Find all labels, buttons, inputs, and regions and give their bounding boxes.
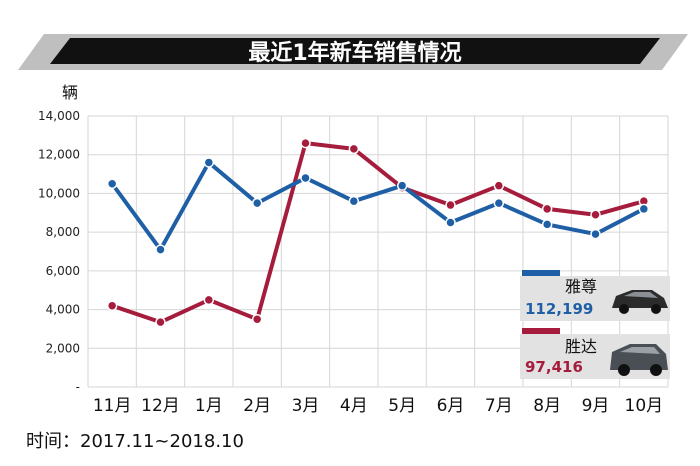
data-point bbox=[445, 199, 456, 211]
y-tick-label: 10,000 bbox=[38, 186, 80, 200]
x-tick-label: 12月 bbox=[141, 396, 180, 416]
data-point bbox=[251, 314, 263, 325]
legend-total-2: 97,416 bbox=[525, 358, 583, 376]
series-line-2 bbox=[111, 141, 645, 325]
data-point bbox=[348, 143, 360, 155]
x-tick-label: 10月 bbox=[625, 396, 664, 416]
x-tick-label: 9月 bbox=[582, 396, 610, 416]
series-lines bbox=[106, 137, 650, 328]
x-tick-label: 7月 bbox=[485, 396, 513, 416]
data-point bbox=[106, 300, 118, 311]
legend-total-1: 112,199 bbox=[525, 300, 593, 318]
legend-swatch-1 bbox=[522, 270, 560, 276]
data-point bbox=[251, 197, 263, 209]
data-point bbox=[348, 195, 360, 207]
data-point bbox=[300, 172, 311, 184]
data-point bbox=[493, 197, 505, 209]
chart-title: 最近1年新车销售情况 bbox=[248, 40, 461, 66]
data-point bbox=[590, 228, 601, 240]
x-tick-label: 6月 bbox=[437, 396, 465, 416]
car-image-2 bbox=[610, 344, 668, 376]
data-point bbox=[155, 244, 166, 255]
data-point bbox=[396, 180, 408, 191]
y-tick-label: 14,000 bbox=[38, 109, 80, 123]
y-tick-label: 8,000 bbox=[46, 225, 80, 239]
series-line-1 bbox=[110, 160, 645, 252]
car-image-1 bbox=[612, 290, 668, 314]
y-tick-label: - bbox=[76, 380, 80, 394]
y-tick-label: 2,000 bbox=[46, 341, 80, 355]
legend-swatch-2 bbox=[522, 328, 560, 334]
data-point bbox=[300, 137, 311, 149]
data-point bbox=[493, 180, 505, 191]
data-point bbox=[590, 209, 601, 220]
data-point bbox=[155, 316, 166, 328]
y-tick-label: 12,000 bbox=[38, 148, 80, 162]
data-point bbox=[106, 178, 118, 189]
x-tick-label: 3月 bbox=[292, 396, 320, 416]
data-point bbox=[445, 217, 456, 228]
x-tick-label: 5月 bbox=[388, 396, 416, 416]
legend-name-1: 雅尊 bbox=[565, 277, 597, 296]
x-tick-label: 4月 bbox=[340, 396, 368, 416]
time-range-footnote: 时间：2017.11~2018.10 bbox=[26, 431, 244, 452]
x-tick-label: 8月 bbox=[533, 396, 561, 416]
data-point bbox=[541, 219, 553, 230]
data-point bbox=[203, 157, 215, 168]
legend: 雅尊 112,199 胜达 97,416 bbox=[520, 270, 670, 379]
data-point bbox=[203, 294, 215, 306]
legend-name-2: 胜达 bbox=[565, 337, 597, 356]
y-axis-ticks: - 2,000 4,000 6,000 8,000 10,000 12,000 14,000 bbox=[38, 109, 80, 394]
data-point bbox=[541, 203, 553, 215]
x-tick-label: 11月 bbox=[93, 396, 132, 416]
x-tick-label: 1月 bbox=[195, 396, 223, 416]
x-axis-ticks: 11月 12月 1月 2月 3月 4月 5月 6月 7月 8月 9月 10月 bbox=[93, 396, 663, 416]
x-tick-label: 2月 bbox=[243, 396, 271, 416]
data-point bbox=[638, 203, 650, 215]
y-axis-unit: 辆 bbox=[62, 83, 78, 102]
y-tick-label: 4,000 bbox=[46, 303, 80, 317]
title-banner bbox=[50, 38, 660, 64]
y-tick-label: 6,000 bbox=[46, 264, 80, 278]
